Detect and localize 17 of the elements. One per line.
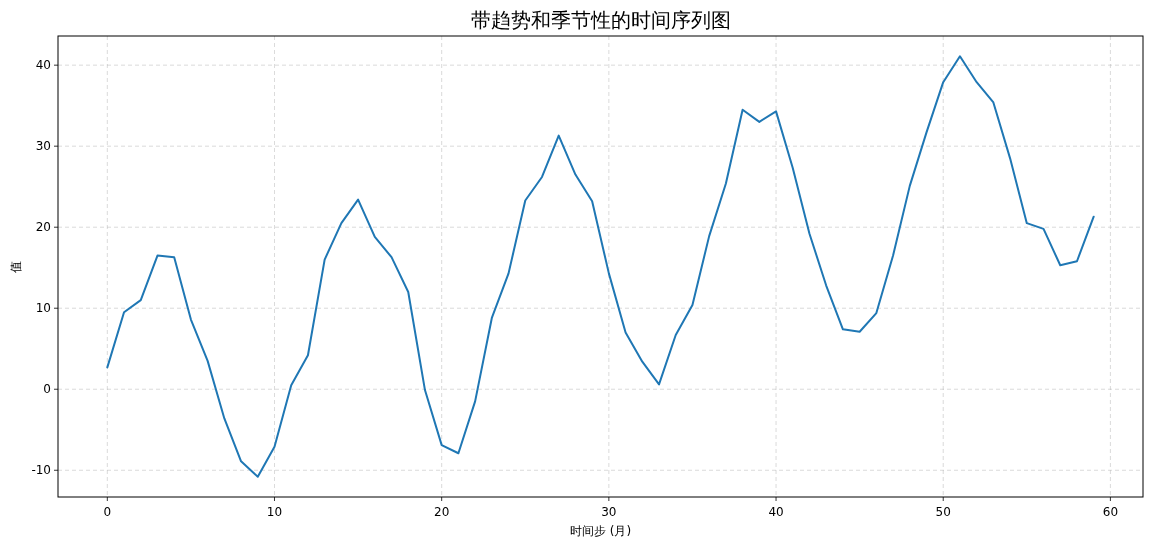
x-axis-title: 时间步 (月) bbox=[569, 524, 632, 538]
x-tick-label: 10 bbox=[266, 505, 283, 519]
x-tick-label: 20 bbox=[434, 505, 450, 519]
x-tick-label: 40 bbox=[768, 505, 784, 519]
line-series bbox=[106, 55, 1095, 478]
x-tick-label: 0 bbox=[103, 505, 112, 519]
y-tick-label: 10 bbox=[35, 301, 51, 316]
x-tick-label: 60 bbox=[1102, 505, 1119, 519]
y-tick-label: 40 bbox=[35, 58, 51, 73]
x-tick-label: 30 bbox=[601, 505, 617, 519]
y-tick-label: 0 bbox=[43, 382, 51, 397]
x-tick-label: 50 bbox=[935, 505, 951, 519]
chart-title: 带趋势和季节性的时间序列图 bbox=[470, 8, 731, 32]
y-axis-title: 值 bbox=[9, 260, 23, 273]
y-tick-label: -10 bbox=[31, 463, 51, 478]
y-tick-label: 30 bbox=[35, 139, 51, 154]
y-tick-label: 20 bbox=[35, 220, 51, 235]
